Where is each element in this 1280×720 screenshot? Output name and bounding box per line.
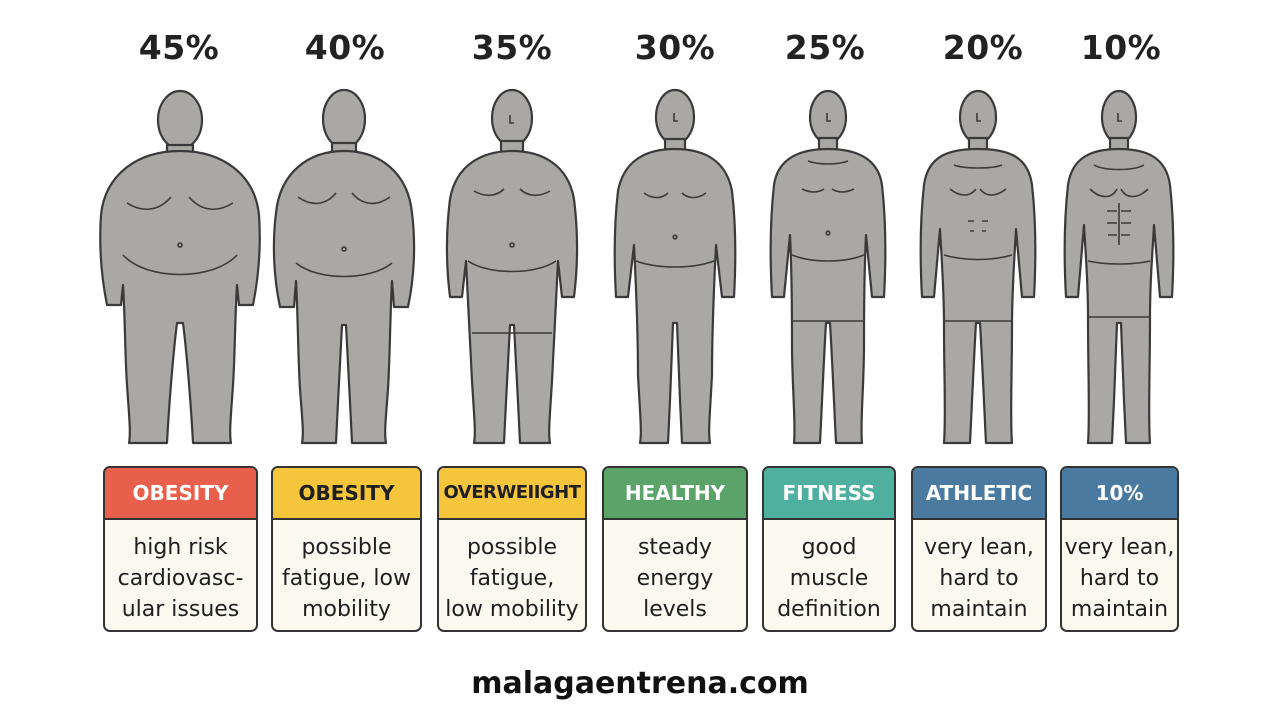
category-header: ATHLETIC [913, 468, 1045, 520]
category-card-10: 10% very lean, hard to maintain [1060, 466, 1179, 632]
description-line: good [801, 535, 857, 560]
category-card-40: OBESITY possible fatigue, low mobility [271, 466, 422, 632]
body-figure-20 [919, 89, 1037, 445]
description-line: possible [301, 535, 392, 560]
category-description: very lean, hard to maintain [913, 520, 1045, 625]
description-line: definition [777, 597, 881, 622]
category-description: steady energy levels [604, 520, 746, 625]
description-line: very lean, [924, 535, 1034, 560]
body-figure-25 [769, 89, 887, 445]
description-line: hard to [1079, 566, 1160, 591]
description-line: energy [636, 566, 714, 591]
category-header: HEALTHY [604, 468, 746, 520]
description-line: mobility [302, 597, 391, 622]
body-figure-35 [445, 88, 579, 445]
body-figure-40 [272, 88, 416, 445]
category-header: OVERWEIIGHT [439, 468, 585, 520]
description-line: maintain [1070, 597, 1169, 622]
website-footer: malagaentrena.com [471, 666, 809, 701]
description-line: cardiovasc- [117, 566, 244, 591]
description-line: possible [466, 535, 558, 560]
percent-label-10: 10% [1080, 28, 1162, 67]
percent-label-40: 40% [304, 28, 386, 67]
percent-label-45: 45% [138, 28, 220, 67]
description-line: steady [637, 535, 713, 560]
category-description: good muscle definition [764, 520, 894, 625]
category-header: FITNESS [764, 468, 894, 520]
percent-label-25: 25% [784, 28, 866, 67]
category-description: very lean, hard to maintain [1062, 520, 1177, 625]
category-header: 10% [1062, 468, 1177, 520]
description-line: low mobility [445, 597, 579, 622]
description-line: fatigue, [469, 566, 555, 591]
body-figure-45 [99, 89, 261, 445]
category-card-30: HEALTHY steady energy levels [602, 466, 748, 632]
category-description: possible fatigue, low mobility [273, 520, 420, 625]
body-figure-10 [1063, 89, 1175, 445]
description-line: very lean, [1064, 535, 1175, 560]
description-line: maintain [930, 597, 1028, 622]
category-card-35: OVERWEIIGHT possible fatigue, low mobili… [437, 466, 587, 632]
description-line: muscle [789, 566, 869, 591]
description-line: ular issues [121, 597, 240, 622]
category-card-20: ATHLETIC very lean, hard to maintain [911, 466, 1047, 632]
body-figure-30 [613, 88, 737, 445]
category-header: OBESITY [273, 468, 420, 520]
category-description: possible fatigue, low mobility [439, 520, 585, 625]
category-card-45: OBESITY high risk cardiovasc- ular issue… [103, 466, 258, 632]
category-card-25: FITNESS good muscle definition [762, 466, 896, 632]
category-description: high risk cardiovasc- ular issues [105, 520, 256, 625]
description-line: levels [643, 597, 707, 622]
category-header: OBESITY [105, 468, 256, 520]
percent-label-35: 35% [471, 28, 553, 67]
description-line: fatigue, low [282, 566, 411, 591]
percent-label-30: 30% [634, 28, 716, 67]
description-line: high risk [133, 535, 228, 560]
percent-label-20: 20% [942, 28, 1024, 67]
description-line: hard to [939, 566, 1019, 591]
